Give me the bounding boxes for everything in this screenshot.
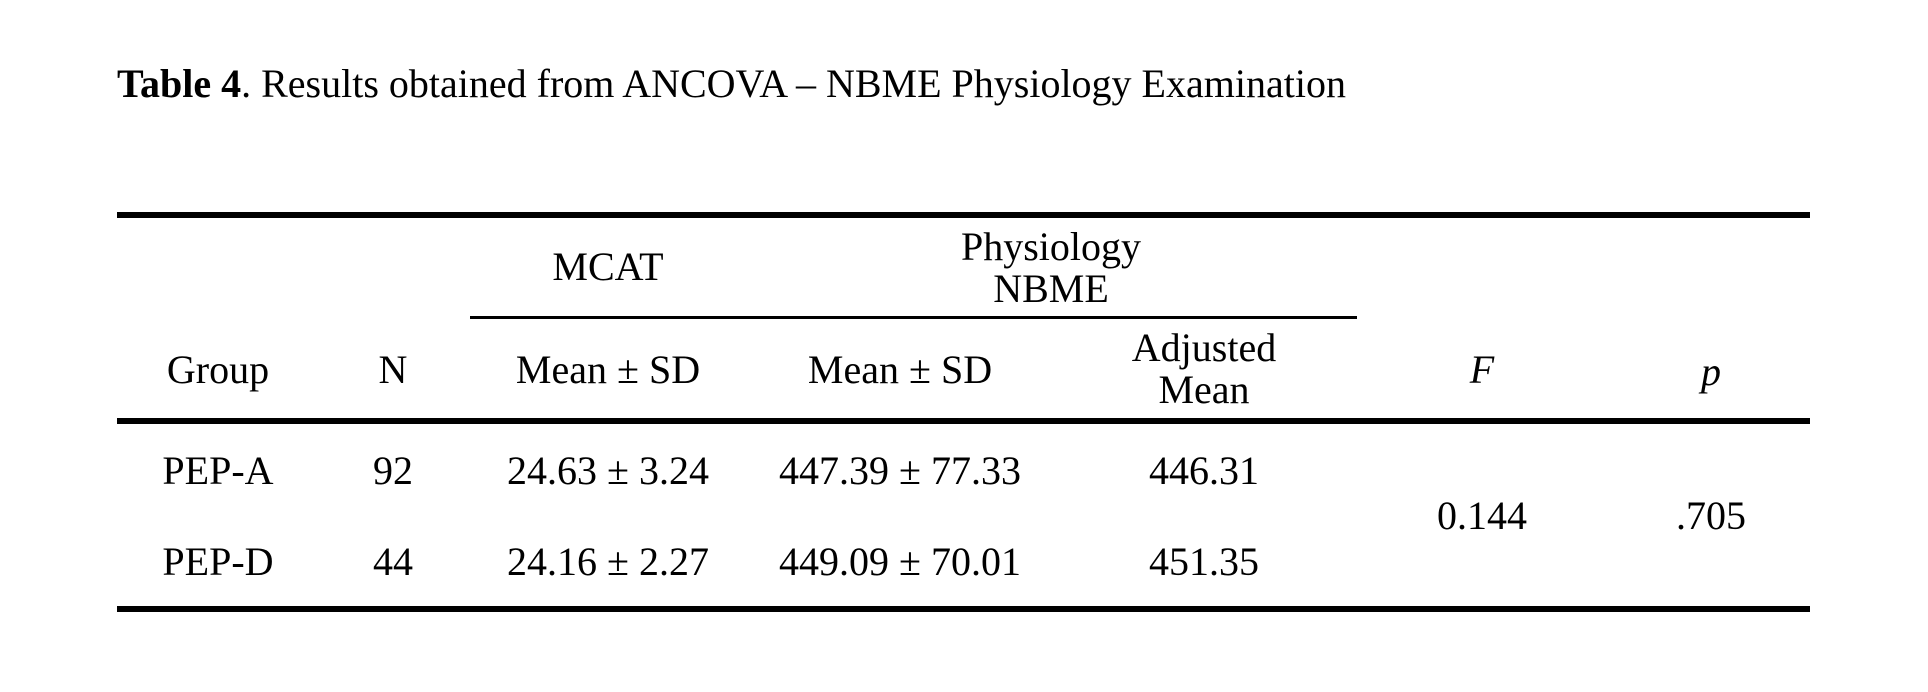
col-header-f: F bbox=[1469, 347, 1495, 392]
col-header-nbme-mean: Mean ± SD bbox=[807, 347, 993, 392]
header-group-physiology-line1: Physiology bbox=[960, 224, 1142, 269]
header-group-physiology-line2: NBME bbox=[993, 266, 1109, 311]
header-bottom-rule bbox=[117, 418, 1810, 424]
header-span-rule bbox=[470, 316, 1357, 319]
stat-f-value: 0.144 bbox=[1437, 493, 1527, 538]
row-1-nbme: 447.39 ± 77.33 bbox=[779, 448, 1021, 493]
col-header-adjusted-mean: Adjusted Mean bbox=[1132, 327, 1276, 411]
header-group-mcat: MCAT bbox=[552, 244, 664, 289]
table-caption: Table 4. Results obtained from ANCOVA – … bbox=[117, 60, 1346, 108]
row-2-mcat: 24.16 ± 2.27 bbox=[507, 539, 709, 584]
col-header-p: p bbox=[1701, 349, 1721, 394]
table-top-rule bbox=[117, 212, 1810, 218]
row-2-group: PEP-D bbox=[162, 539, 274, 584]
row-1-n: 92 bbox=[373, 448, 413, 493]
row-1-adjusted: 446.31 bbox=[1149, 448, 1259, 493]
header-group-physiology: Physiology NBME bbox=[961, 226, 1141, 310]
row-1-group: PEP-A bbox=[162, 448, 274, 493]
col-header-group: Group bbox=[166, 347, 270, 392]
table-bottom-rule bbox=[117, 606, 1810, 612]
table-caption-label: Table 4 bbox=[117, 61, 242, 106]
row-2-adjusted: 451.35 bbox=[1149, 539, 1259, 584]
row-2-n: 44 bbox=[373, 539, 413, 584]
row-2-nbme: 449.09 ± 70.01 bbox=[779, 539, 1021, 584]
stat-p-value: .705 bbox=[1676, 493, 1746, 538]
col-header-adjusted-line2: Mean bbox=[1158, 367, 1250, 412]
table-caption-text: . Results obtained from ANCOVA – NBME Ph… bbox=[241, 61, 1346, 106]
row-1-mcat: 24.63 ± 3.24 bbox=[507, 448, 709, 493]
col-header-n: N bbox=[378, 347, 408, 392]
col-header-adjusted-line1: Adjusted bbox=[1131, 325, 1277, 370]
col-header-mcat-mean: Mean ± SD bbox=[515, 347, 701, 392]
